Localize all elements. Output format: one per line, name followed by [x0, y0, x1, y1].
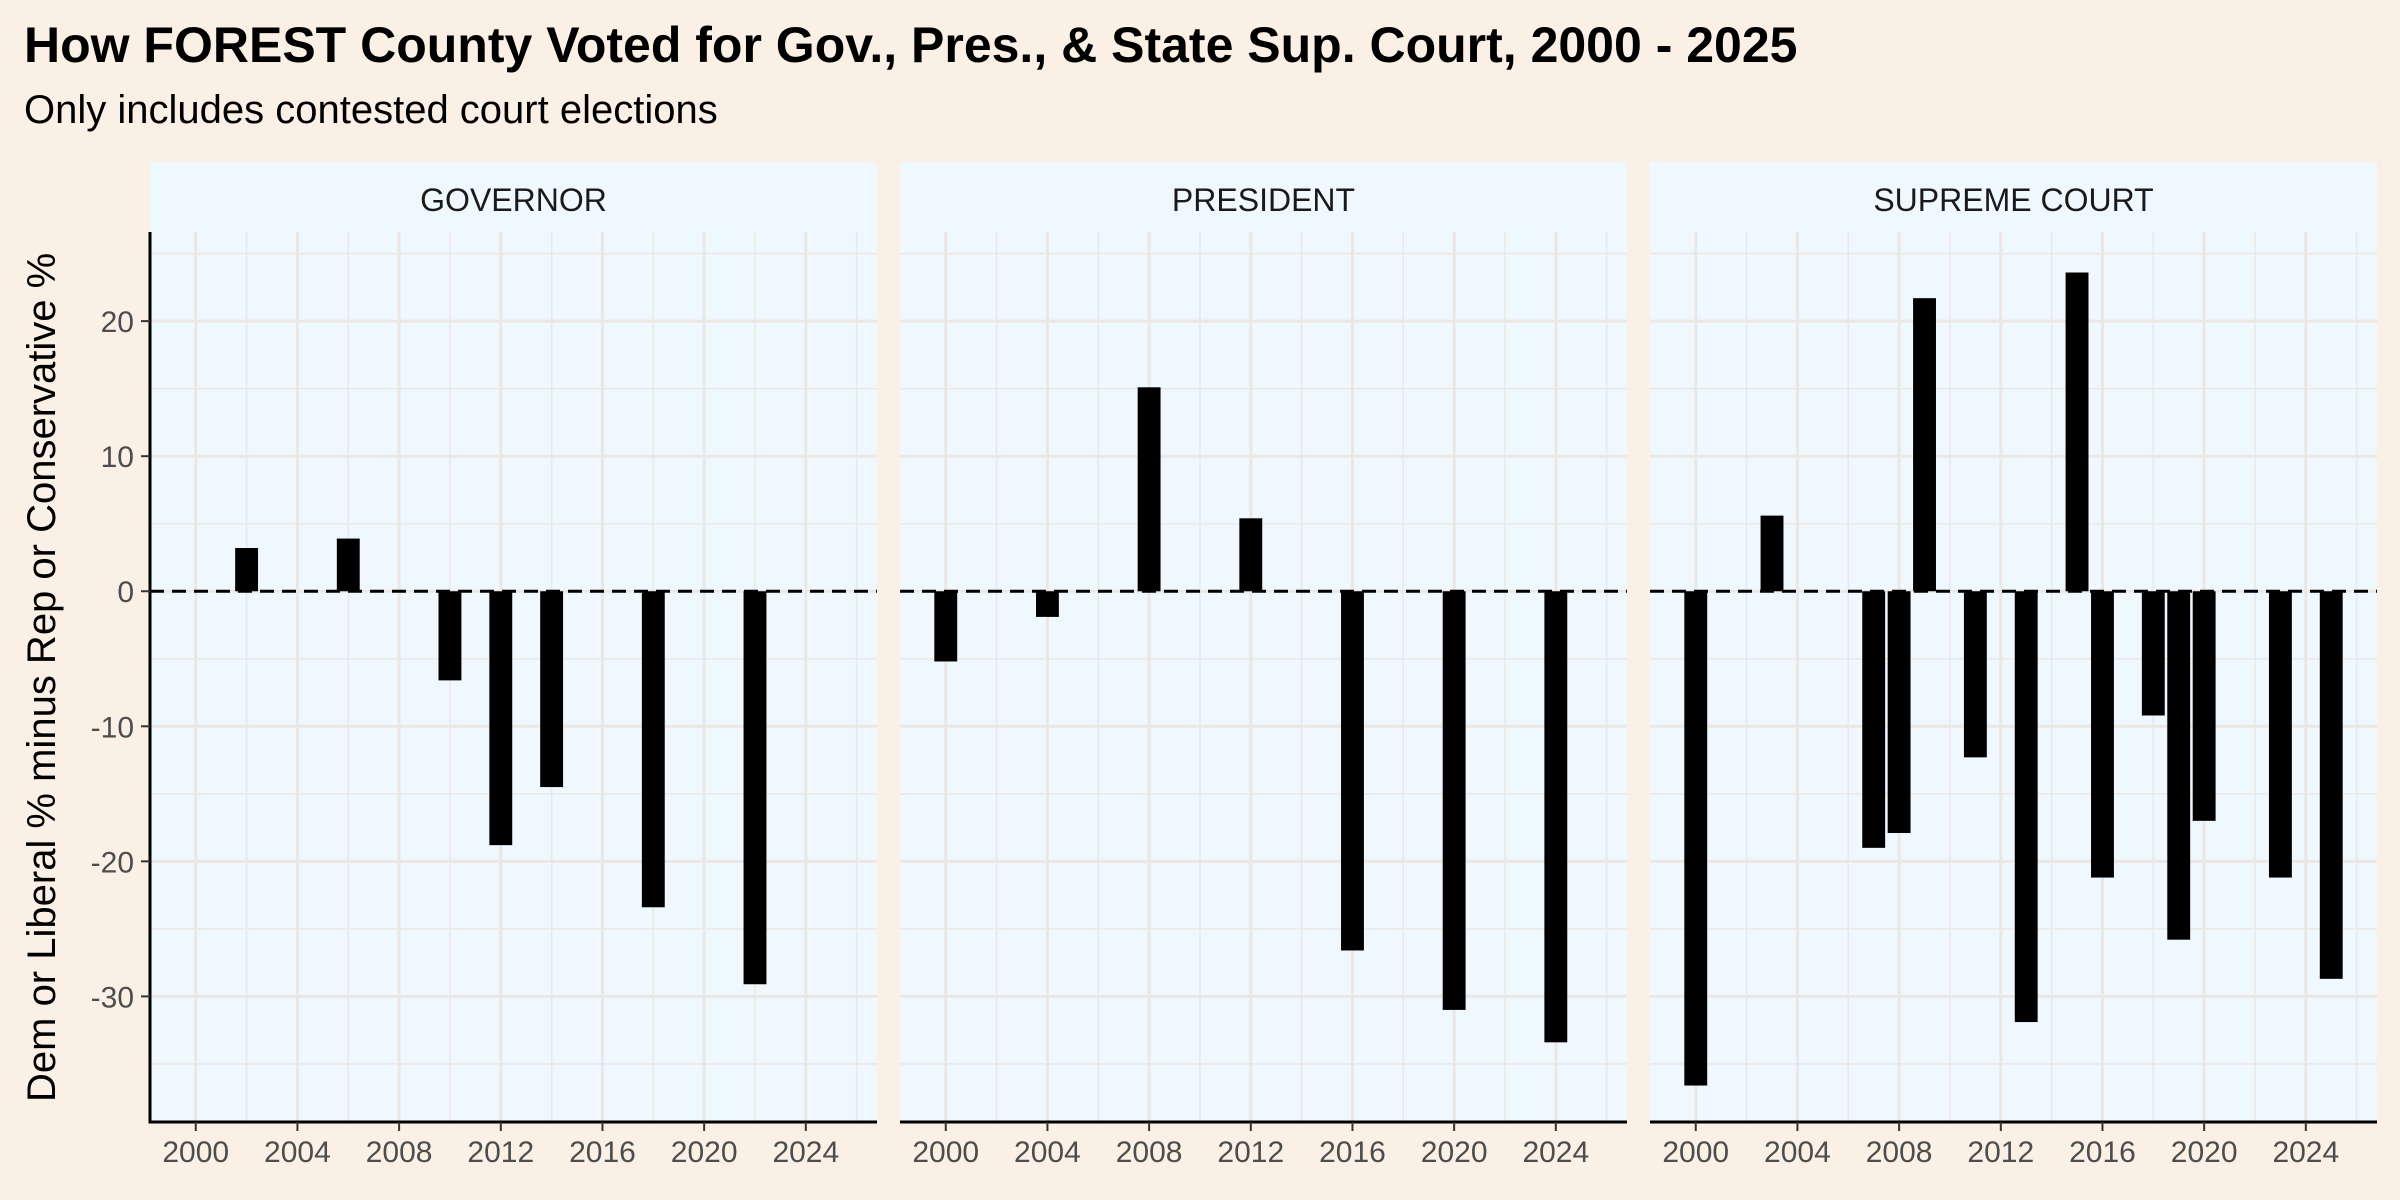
- x-tick-label: 2020: [671, 1136, 738, 1169]
- x-tick-label: 2008: [366, 1136, 433, 1169]
- x-tick-label: 2004: [264, 1136, 331, 1169]
- bar: [1341, 591, 1364, 951]
- bar: [2014, 591, 2038, 1023]
- x-tick-label: 2008: [1116, 1136, 1183, 1169]
- x-tick-label: 2008: [1866, 1136, 1933, 1169]
- facet-strip-label: SUPREME COURT: [1873, 182, 2153, 218]
- bar: [1887, 591, 1911, 833]
- bar: [2141, 591, 2165, 716]
- bar: [1963, 591, 1987, 758]
- bar: [540, 591, 564, 788]
- x-tick-label: 2000: [1662, 1136, 1729, 1169]
- x-tick-label: 2016: [1319, 1136, 1386, 1169]
- facet-strip: [150, 162, 877, 232]
- bar: [743, 591, 767, 985]
- bar: [1035, 591, 1059, 617]
- y-tick-label: 10: [101, 441, 134, 474]
- y-tick-label: -10: [91, 711, 134, 744]
- bar: [336, 538, 360, 592]
- x-tick-label: 2012: [1967, 1136, 2034, 1169]
- bar: [934, 591, 958, 662]
- bar: [2065, 272, 2089, 592]
- bar: [1239, 518, 1263, 592]
- x-tick-label: 2024: [1522, 1136, 1589, 1169]
- bar: [489, 591, 513, 846]
- panel-background: [150, 232, 877, 1122]
- panel-background: [900, 232, 1627, 1122]
- x-tick-label: 2012: [1217, 1136, 1284, 1169]
- x-tick-label: 2024: [2272, 1136, 2339, 1169]
- x-tick-label: 2020: [1421, 1136, 1488, 1169]
- x-tick-label: 2024: [772, 1136, 839, 1169]
- y-tick-label: -20: [91, 846, 134, 879]
- panel-background: [1650, 232, 2377, 1122]
- x-tick-label: 2016: [569, 1136, 636, 1169]
- x-tick-label: 2004: [1014, 1136, 1081, 1169]
- bar: [1913, 298, 1936, 592]
- x-tick-label: 2012: [467, 1136, 534, 1169]
- facet-strip-label: GOVERNOR: [420, 182, 607, 218]
- x-tick-label: 2000: [912, 1136, 979, 1169]
- y-tick-label: 20: [101, 306, 134, 339]
- bar: [1137, 387, 1161, 592]
- y-tick-label: -30: [91, 981, 134, 1014]
- x-tick-label: 2004: [1764, 1136, 1831, 1169]
- facet-strip: [1650, 162, 2377, 232]
- x-tick-label: 2016: [2069, 1136, 2136, 1169]
- facet-strip-label: PRESIDENT: [1172, 182, 1355, 218]
- bar: [2167, 591, 2191, 940]
- bar: [2192, 591, 2216, 821]
- bar: [438, 591, 462, 681]
- facet-strip: [900, 162, 1627, 232]
- bar: [1684, 591, 1708, 1086]
- x-tick-label: 2000: [162, 1136, 229, 1169]
- chart-title: How FOREST County Voted for Gov., Pres.,…: [24, 17, 1798, 73]
- bar: [1442, 591, 1466, 1010]
- y-tick-label: 0: [117, 576, 134, 609]
- bar: [235, 548, 259, 592]
- bar: [2319, 591, 2343, 979]
- bar: [2268, 591, 2292, 878]
- bar: [1862, 591, 1886, 848]
- bar: [1760, 515, 1784, 592]
- chart-subtitle: Only includes contested court elections: [24, 88, 718, 132]
- bar: [2091, 591, 2114, 878]
- x-tick-label: 2020: [2171, 1136, 2238, 1169]
- bar: [1544, 591, 1568, 1043]
- bar: [641, 591, 665, 908]
